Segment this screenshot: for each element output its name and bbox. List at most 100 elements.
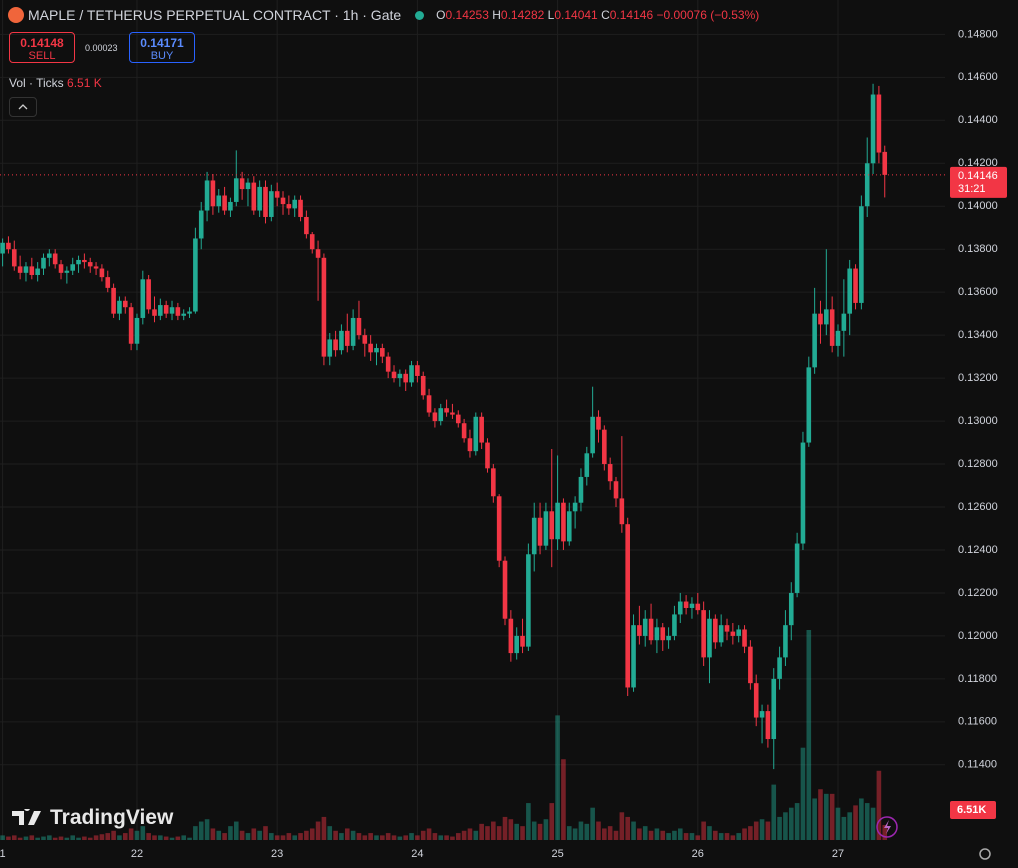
candle-body <box>134 317 140 344</box>
volume-bar <box>818 789 823 840</box>
volume-bar <box>134 830 140 840</box>
volume-bar <box>788 807 794 840</box>
volume-bar <box>701 821 706 840</box>
candle-body <box>508 618 514 654</box>
candle-body <box>286 204 292 209</box>
buy-price: 0.14171 <box>140 36 184 50</box>
candle-body <box>736 629 741 636</box>
x-tick-label: 22 <box>131 848 143 860</box>
volume-bar <box>432 833 438 840</box>
candle-body <box>555 502 560 540</box>
countdown: 31:21 <box>958 183 986 195</box>
volume-bar <box>637 828 642 840</box>
candle-body <box>128 307 134 344</box>
candle-body <box>315 249 321 258</box>
candle-body <box>455 414 461 424</box>
volume-bar <box>122 833 128 840</box>
volume-bar <box>870 807 876 840</box>
candle-body <box>76 259 81 265</box>
volume-bar <box>549 803 555 840</box>
volume-bar <box>707 826 712 840</box>
y-tick-label: 0.13000 <box>958 415 998 427</box>
collapse-button[interactable] <box>9 97 37 117</box>
volume-bar <box>491 821 496 840</box>
candle-body <box>771 678 777 740</box>
candle-body <box>368 343 373 353</box>
volume-bar <box>718 833 724 840</box>
candle-body <box>117 300 122 314</box>
volume-bar <box>251 828 257 840</box>
candle-body <box>380 348 385 357</box>
candle-body <box>835 330 841 346</box>
volume-bar <box>438 835 444 840</box>
candle-body <box>514 635 519 654</box>
grid <box>0 0 945 840</box>
h-label: H <box>492 8 501 22</box>
y-tick-label: 0.13600 <box>958 286 998 298</box>
volume-bar <box>52 837 58 840</box>
candle-body <box>590 416 595 454</box>
candle-body <box>415 365 420 376</box>
volume-bar <box>841 816 847 840</box>
settings-icon[interactable] <box>979 848 991 860</box>
candle-body <box>788 592 794 626</box>
volume-bar <box>198 821 204 840</box>
candle-body <box>181 313 187 316</box>
volume-bar <box>666 833 671 840</box>
volume-bar <box>158 835 163 840</box>
c-label: C <box>601 8 610 22</box>
sell-button[interactable]: 0.14148 SELL <box>9 32 75 63</box>
candle-body <box>753 683 759 718</box>
candle-body <box>713 618 718 643</box>
candle-body <box>298 199 303 217</box>
candle-body <box>689 603 695 608</box>
candle-body <box>93 266 99 269</box>
volume-bar <box>800 747 806 840</box>
volume-bar <box>204 819 210 840</box>
candle-body <box>187 311 192 314</box>
y-tick-label: 0.14400 <box>958 114 998 126</box>
candle-body <box>806 367 812 443</box>
volume-bar <box>450 836 455 840</box>
candle-body <box>707 618 712 658</box>
volume-bar <box>152 835 157 840</box>
brand: TradingView <box>12 806 173 830</box>
volume-bar <box>596 821 601 840</box>
candle-body <box>619 498 625 525</box>
volume-bar <box>607 826 613 840</box>
buy-button[interactable]: 0.14171 BUY <box>129 32 195 63</box>
x-tick-label: 26 <box>692 848 704 860</box>
candle-body <box>397 373 403 379</box>
volume-layer <box>0 630 888 840</box>
candle-body <box>239 178 245 190</box>
volume-bar <box>713 830 718 840</box>
candle-body <box>426 395 432 413</box>
candle-body <box>800 442 806 544</box>
candle-body <box>584 453 590 477</box>
candle-body <box>765 711 771 740</box>
volume-bar <box>642 826 648 840</box>
candle-body <box>280 197 286 205</box>
candle-body <box>625 524 630 688</box>
candle-body <box>596 416 601 430</box>
volume-bar <box>847 812 852 840</box>
volume-bar <box>140 826 146 840</box>
volume-bar <box>193 826 198 840</box>
volume-bar <box>473 830 479 840</box>
candle-body <box>228 201 233 211</box>
candle-body <box>105 277 111 288</box>
y-tick-label: 0.14000 <box>958 200 998 212</box>
volume-bar <box>765 821 771 840</box>
volume-bar <box>385 833 391 840</box>
candle-body <box>140 279 146 318</box>
volume-bar <box>309 828 315 840</box>
symbol-title[interactable]: MAPLE / TETHERUS PERPETUAL CONTRACT · 1h… <box>28 7 402 23</box>
c-value: 0.14146 <box>609 8 654 22</box>
volume-bar <box>58 836 64 840</box>
candle-body <box>876 94 882 153</box>
candle-body <box>526 554 531 647</box>
volume-bar <box>327 826 333 840</box>
lightning-icon[interactable] <box>876 816 898 838</box>
volume-bar <box>613 830 619 840</box>
